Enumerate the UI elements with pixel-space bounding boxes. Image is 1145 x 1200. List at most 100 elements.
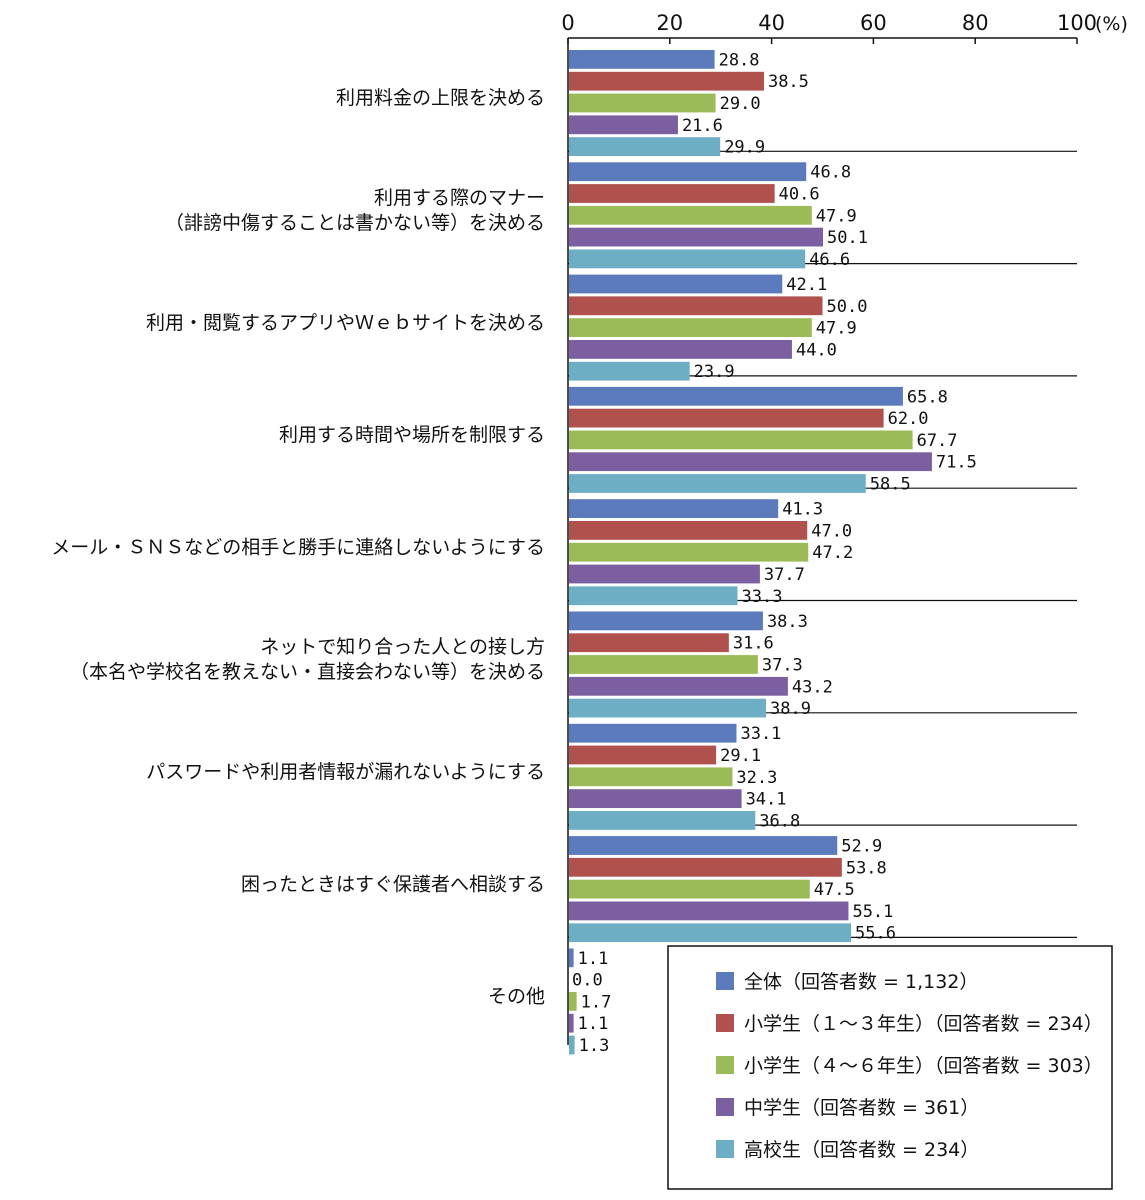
legend-label: 小学生（４～６年生）（回答者数 = 303） [744,1055,1103,1077]
bar-value-label: 33.3 [741,587,782,607]
bar [569,93,716,113]
bar [569,499,779,518]
bar [569,745,717,765]
bar [569,698,767,718]
bar [569,318,812,337]
legend-swatch [716,1056,734,1074]
bar-value-label: 32.3 [736,768,777,788]
bar-value-label: 71.5 [936,453,977,473]
bar-value-label: 44.0 [796,340,837,360]
bar [569,857,842,877]
category-label: （本名や学校名を教えない・直接会わない等）を決める [70,661,545,683]
bar-value-label: 40.6 [779,185,820,205]
bar [569,1013,574,1033]
x-tick-label: 80 [962,11,989,35]
bar [569,71,764,91]
bar [569,340,792,359]
bar-value-label: 37.7 [764,565,805,585]
bar [569,249,806,269]
bar-value-label: 55.1 [852,902,893,922]
x-tick-label: 0 [561,11,574,35]
bar-value-label: 47.5 [814,880,855,900]
legend-swatch [716,1098,734,1116]
bar [569,879,810,899]
category-label: 利用・閲覧するアプリやＷｅｂサイトを決める [146,312,545,334]
x-tick-label: 20 [656,11,683,35]
bar [569,1035,575,1055]
bar-value-label: 1.1 [578,1014,609,1034]
bar [569,633,729,653]
legend-label: 小学生（１～３年生）（回答者数 = 234） [744,1013,1103,1035]
x-axis: 0 20 40 60 80 100(%) [561,11,1128,1045]
bar [569,789,742,808]
bar-value-label: 46.8 [810,163,851,183]
bar-value-label: 41.3 [782,500,823,520]
bar [569,586,738,606]
bar [569,361,690,381]
bar [569,611,763,631]
x-tick-label: 60 [860,11,887,35]
bar [569,948,574,968]
x-tick-label: 40 [758,11,785,35]
bar [569,452,932,472]
bar [569,992,577,1011]
bar-value-label: 47.9 [816,319,857,339]
bar [569,50,715,69]
bar [569,227,824,247]
bar [569,205,812,225]
legend-box [667,945,1113,1190]
bar-value-label: 55.6 [855,924,896,944]
bar [569,296,823,316]
bar-value-label: 33.1 [740,724,781,744]
bar-value-label: 47.9 [816,206,857,226]
bar-value-label: 29.0 [720,94,761,114]
bar-value-label: 0.0 [572,971,603,991]
legend: 全体（回答者数 = 1,132） 小学生（１～３年生）（回答者数 = 234） 小学… [667,945,1113,1190]
bars [569,50,932,1055]
bar [569,115,678,135]
bar [569,386,903,406]
bar-value-label: 29.1 [720,746,761,766]
category-label: 利用する時間や場所を制限する [279,424,545,446]
legend-label: 高校生（回答者数 = 234） [744,1139,979,1161]
bar [569,723,737,743]
bar [569,408,884,428]
category-label: 利用料金の上限を決める [336,87,545,109]
bar [569,923,852,943]
bar-value-label: 38.9 [770,699,811,719]
bar [569,811,756,830]
bar-value-label: 38.5 [768,72,809,92]
legend-swatch [716,972,734,990]
bar-value-label: 31.6 [733,634,774,654]
bar-value-label: 47.2 [812,543,853,563]
bar [569,676,788,696]
bar-value-label: 62.0 [888,409,929,429]
bar-value-label: 65.8 [907,387,948,407]
bar-value-label: 53.8 [846,858,887,878]
bar-value-label: 42.1 [786,275,827,295]
bar [569,474,866,493]
bar [569,162,807,182]
category-label: ネットで知り合った人との接し方 [260,636,545,658]
bar-value-label: 29.9 [724,138,765,158]
bar-value-label: 46.6 [809,250,850,270]
bar-value-label: 50.1 [827,228,868,248]
category-label: その他 [488,986,545,1008]
bar [569,521,808,540]
bar-value-label: 23.9 [694,362,735,382]
category-label: メール・ＳＮＳなどの相手と勝手に連絡しないようにする [51,536,545,558]
category-label: 利用する際のマナー [374,187,545,209]
bar-value-label: 43.2 [792,677,833,697]
legend-swatch [716,1014,734,1032]
bar [569,767,733,787]
bar [569,430,913,450]
bar [569,901,849,921]
legend-label: 全体（回答者数 = 1,132） [744,971,978,993]
bar [569,137,721,156]
bar-value-label: 67.7 [917,431,958,451]
legend-label: 中学生（回答者数 = 361） [744,1097,979,1119]
bar [569,542,809,562]
x-tick-label: 100 [1057,11,1097,35]
